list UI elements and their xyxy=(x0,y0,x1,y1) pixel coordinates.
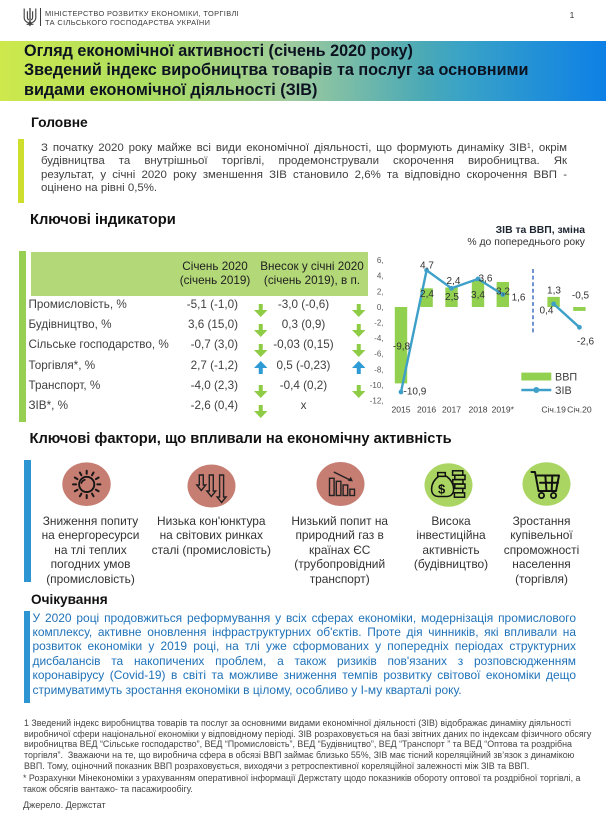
svg-text:ЗІВ: ЗІВ xyxy=(555,385,572,397)
svg-text:-12,: -12, xyxy=(370,397,384,406)
svg-text:2,: 2, xyxy=(377,287,384,296)
svg-text:-6,: -6, xyxy=(374,350,383,359)
svg-text:ВВП: ВВП xyxy=(555,372,577,384)
svg-text:1,3: 1,3 xyxy=(547,286,561,297)
svg-text:4,7: 4,7 xyxy=(420,261,434,272)
svg-text:2015: 2015 xyxy=(391,405,410,415)
svg-text:-0,5: -0,5 xyxy=(572,291,590,302)
svg-text:2,4: 2,4 xyxy=(420,289,434,300)
svg-text:Січ.19: Січ.19 xyxy=(541,405,566,415)
svg-text:6,: 6, xyxy=(377,256,384,265)
svg-text:1,6: 1,6 xyxy=(512,293,526,304)
svg-text:0,: 0, xyxy=(377,303,384,312)
svg-text:2018: 2018 xyxy=(468,405,487,415)
svg-text:3,4: 3,4 xyxy=(471,290,485,301)
svg-text:3,6: 3,6 xyxy=(479,274,493,285)
svg-text:-2,: -2, xyxy=(374,319,383,328)
svg-text:-10,: -10, xyxy=(370,381,384,390)
svg-text:2016: 2016 xyxy=(417,405,436,415)
svg-text:$: $ xyxy=(438,481,446,496)
svg-text:2,4: 2,4 xyxy=(447,276,461,287)
svg-text:2,5: 2,5 xyxy=(445,292,459,303)
svg-text:-9,8: -9,8 xyxy=(393,342,411,353)
svg-text:2019*: 2019* xyxy=(492,405,515,415)
svg-text:4,: 4, xyxy=(377,272,384,281)
svg-text:3,2: 3,2 xyxy=(496,287,510,298)
svg-text:Січ.20: Січ.20 xyxy=(567,405,592,415)
svg-text:-4,: -4, xyxy=(374,334,383,343)
svg-text:-10,9: -10,9 xyxy=(404,387,427,398)
svg-text:-8,: -8, xyxy=(374,365,383,374)
svg-text:2017: 2017 xyxy=(442,405,461,415)
svg-text:0,4: 0,4 xyxy=(540,306,554,317)
svg-text:-2,6: -2,6 xyxy=(577,337,595,348)
